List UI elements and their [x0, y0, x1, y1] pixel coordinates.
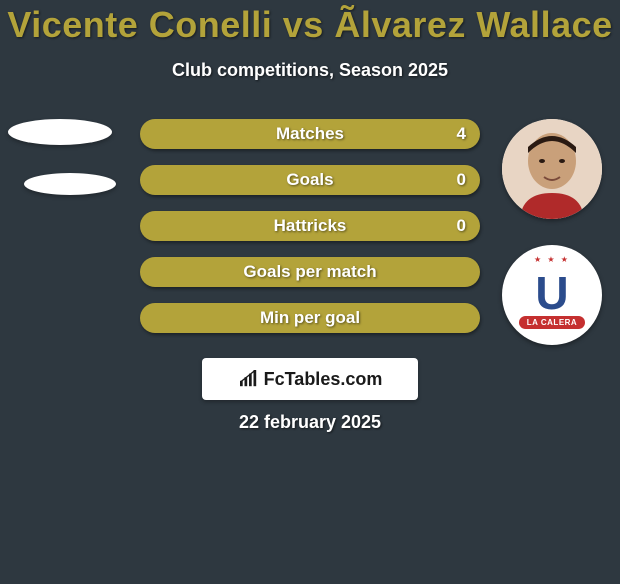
- crest-stars: ★ ★ ★: [534, 255, 570, 264]
- left-placeholder-ellipse: [24, 173, 116, 195]
- date-text: 22 february 2025: [0, 412, 620, 433]
- brand-label: FcTables.com: [264, 369, 383, 390]
- stat-label: Matches: [276, 124, 344, 144]
- stat-label: Goals: [286, 170, 333, 190]
- stat-row: Matches 4: [140, 119, 480, 149]
- left-placeholder-ellipse: [8, 119, 112, 145]
- brand-badge[interactable]: FcTables.com: [202, 358, 418, 400]
- club-crest-graphic: ★ ★ ★ ULA CALERA: [502, 245, 602, 345]
- stat-value-right: 0: [457, 216, 466, 236]
- stat-value-right: 0: [457, 170, 466, 190]
- comparison-title: Vicente Conelli vs Ãlvarez Wallace: [0, 4, 620, 46]
- stat-row: Goals per match: [140, 257, 480, 287]
- comparison-subtitle: Club competitions, Season 2025: [0, 60, 620, 81]
- stats-container: Matches 4 Goals 0 Hattricks 0 Goals per match M…: [0, 119, 620, 359]
- bar-chart-icon: [238, 370, 260, 388]
- stat-label: Hattricks: [274, 216, 347, 236]
- stat-row: Hattricks 0: [140, 211, 480, 241]
- crest-letter: U: [535, 270, 568, 316]
- stat-row: Min per goal: [140, 303, 480, 333]
- club-crest: ★ ★ ★ ULA CALERA: [502, 245, 602, 345]
- stat-value-right: 4: [457, 124, 466, 144]
- player-photo: [502, 119, 602, 219]
- player-avatar: [502, 119, 602, 219]
- crest-banner: LA CALERA: [519, 316, 585, 329]
- stat-label: Min per goal: [260, 308, 360, 328]
- stat-label: Goals per match: [243, 262, 376, 282]
- stat-row: Goals 0: [140, 165, 480, 195]
